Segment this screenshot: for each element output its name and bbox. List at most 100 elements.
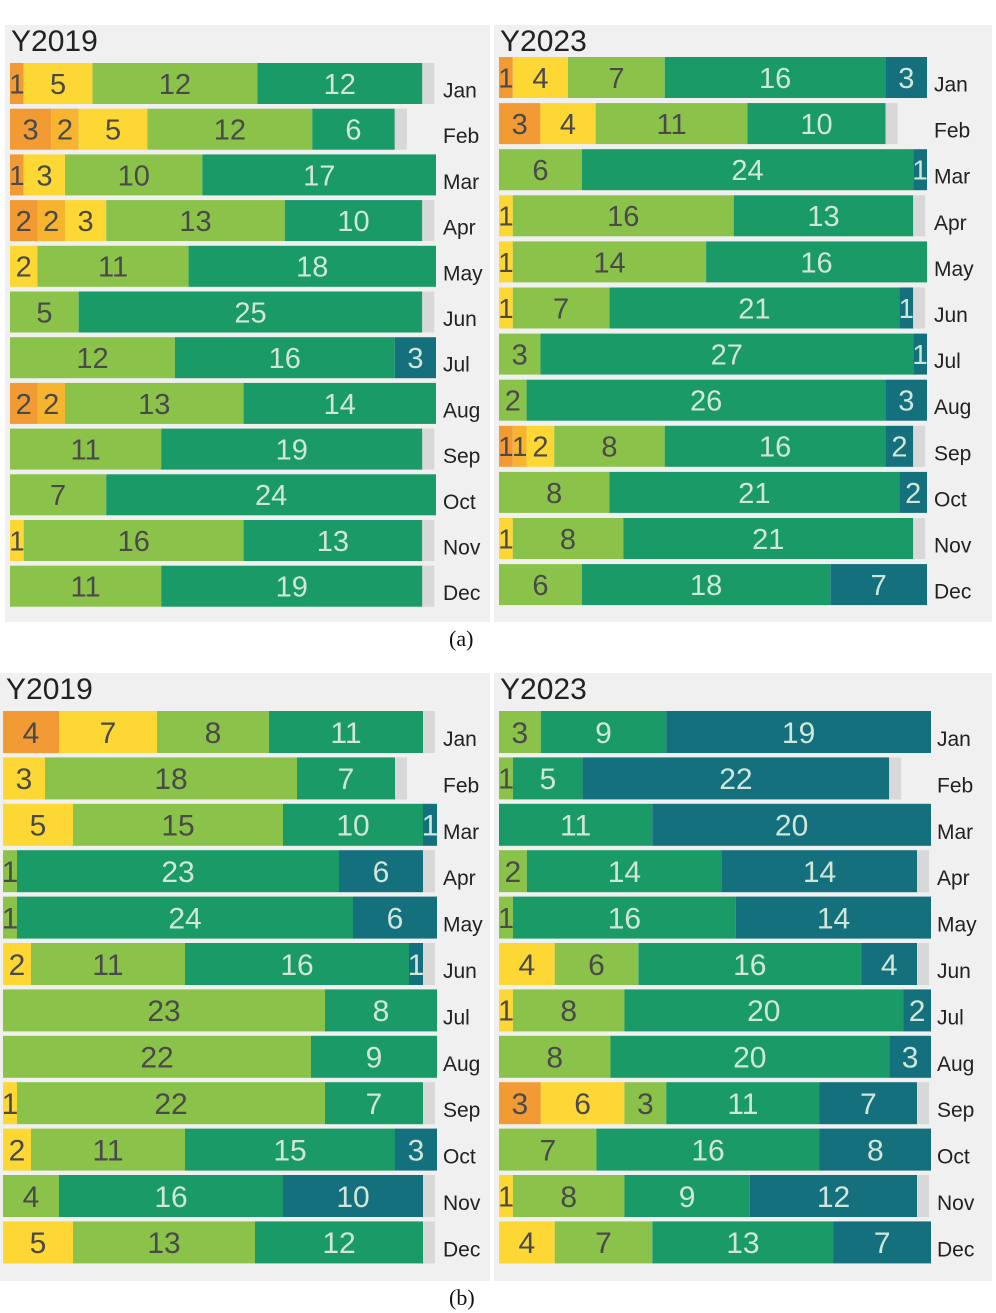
- bar-segment: [147, 108, 313, 150]
- month-label: Apr: [443, 217, 476, 240]
- data-label: 3: [512, 340, 528, 372]
- panel-title: Y2023: [500, 25, 587, 58]
- data-label: 1: [2, 902, 19, 935]
- bar-segment: [269, 711, 423, 753]
- bar-remainder: [913, 195, 926, 237]
- data-label: 8: [560, 995, 577, 1028]
- bar-segment: [499, 1175, 513, 1217]
- bar-segment: [23, 154, 65, 196]
- bar-segment: [409, 943, 423, 985]
- data-label: 12: [159, 69, 191, 101]
- data-label: 16: [280, 949, 313, 982]
- bar-segment: [512, 241, 707, 283]
- data-label: 18: [690, 570, 722, 602]
- bar-segment: [582, 757, 890, 800]
- data-label: 2: [909, 995, 926, 1028]
- bar-segment: [188, 245, 436, 287]
- month-label: May: [937, 914, 977, 937]
- data-label: 10: [800, 109, 832, 141]
- data-label: 2: [43, 206, 59, 238]
- bar-segment: [10, 245, 38, 287]
- bar-remainder: [422, 291, 435, 333]
- bar-segment: [10, 200, 38, 242]
- bar-remainder: [423, 850, 435, 893]
- bar-segment: [3, 1035, 311, 1078]
- data-label: 5: [105, 115, 121, 147]
- data-label: 11: [657, 109, 687, 141]
- bar-segment: [23, 63, 93, 104]
- bar-segment: [78, 291, 423, 333]
- bar-segment: [65, 200, 107, 242]
- bar-segment: [554, 1221, 653, 1264]
- month-label: Apr: [934, 212, 967, 235]
- data-label: 2: [905, 478, 921, 510]
- bar-segment: [499, 1035, 611, 1078]
- month-label: Aug: [443, 399, 480, 422]
- bar-remainder: [423, 711, 435, 753]
- bar-segment: [10, 565, 162, 607]
- bar-segment: [283, 803, 423, 846]
- data-label: 8: [867, 1134, 884, 1167]
- data-label: 1: [408, 949, 425, 982]
- data-label: 1: [498, 293, 513, 324]
- bar-segment: [526, 425, 555, 467]
- data-label: 7: [595, 1227, 612, 1260]
- bar-remainder: [422, 63, 435, 104]
- bar-remainder: [423, 1082, 435, 1125]
- data-label: 2: [57, 115, 73, 147]
- bar-segment: [526, 850, 722, 893]
- data-label: 1: [912, 155, 927, 186]
- data-label: 15: [161, 810, 194, 843]
- bar-segment: [10, 474, 107, 516]
- bar-remainder: [885, 103, 898, 145]
- bar-segment: [31, 943, 185, 985]
- month-label: Jan: [937, 728, 971, 751]
- data-label: 20: [747, 995, 780, 1028]
- bar-remainder: [395, 757, 407, 800]
- bar-segment: [747, 103, 886, 145]
- bar-segment: [3, 989, 325, 1032]
- data-label: 4: [23, 717, 40, 750]
- bar-segment: [652, 803, 931, 846]
- data-label: 7: [366, 1088, 383, 1121]
- data-label: 1: [498, 247, 513, 278]
- bar-segment: [554, 425, 665, 467]
- bar-segment: [499, 379, 527, 421]
- bar-segment: [499, 896, 513, 939]
- data-label: 7: [874, 1227, 891, 1260]
- data-label: 4: [532, 63, 548, 95]
- data-label: 5: [30, 1227, 47, 1260]
- bar-segment: [3, 943, 31, 985]
- data-label: 2: [891, 432, 907, 464]
- data-label: 11: [727, 1088, 758, 1121]
- bar-segment: [889, 1035, 931, 1078]
- data-label: 1: [498, 523, 513, 554]
- data-label: 7: [539, 1134, 556, 1167]
- month-label: Nov: [443, 537, 481, 560]
- month-label: Jul: [443, 354, 470, 377]
- month-label: Apr: [443, 867, 476, 890]
- month-label: Sep: [937, 1099, 974, 1122]
- data-label: 11: [92, 1134, 123, 1167]
- bar-segment: [512, 425, 527, 467]
- bar-segment: [394, 337, 436, 379]
- month-label: Jun: [443, 308, 477, 331]
- data-label: 3: [512, 1088, 529, 1121]
- bar-segment: [3, 1082, 17, 1125]
- bar-segment: [65, 154, 203, 196]
- month-label: Feb: [443, 125, 479, 148]
- data-label: 13: [317, 526, 349, 558]
- bar-segment: [624, 1175, 750, 1217]
- bar-segment: [819, 1082, 917, 1125]
- bar-segment: [913, 149, 927, 191]
- month-label: Oct: [934, 488, 967, 511]
- bar-segment: [540, 1082, 625, 1125]
- bar-segment: [243, 382, 436, 424]
- data-label: 20: [775, 810, 808, 843]
- data-label: 24: [168, 902, 201, 935]
- data-label: 5: [30, 810, 47, 843]
- month-label: Jun: [443, 960, 477, 983]
- bar-segment: [499, 711, 541, 753]
- bar-segment: [833, 1221, 931, 1264]
- data-label: 16: [800, 247, 832, 279]
